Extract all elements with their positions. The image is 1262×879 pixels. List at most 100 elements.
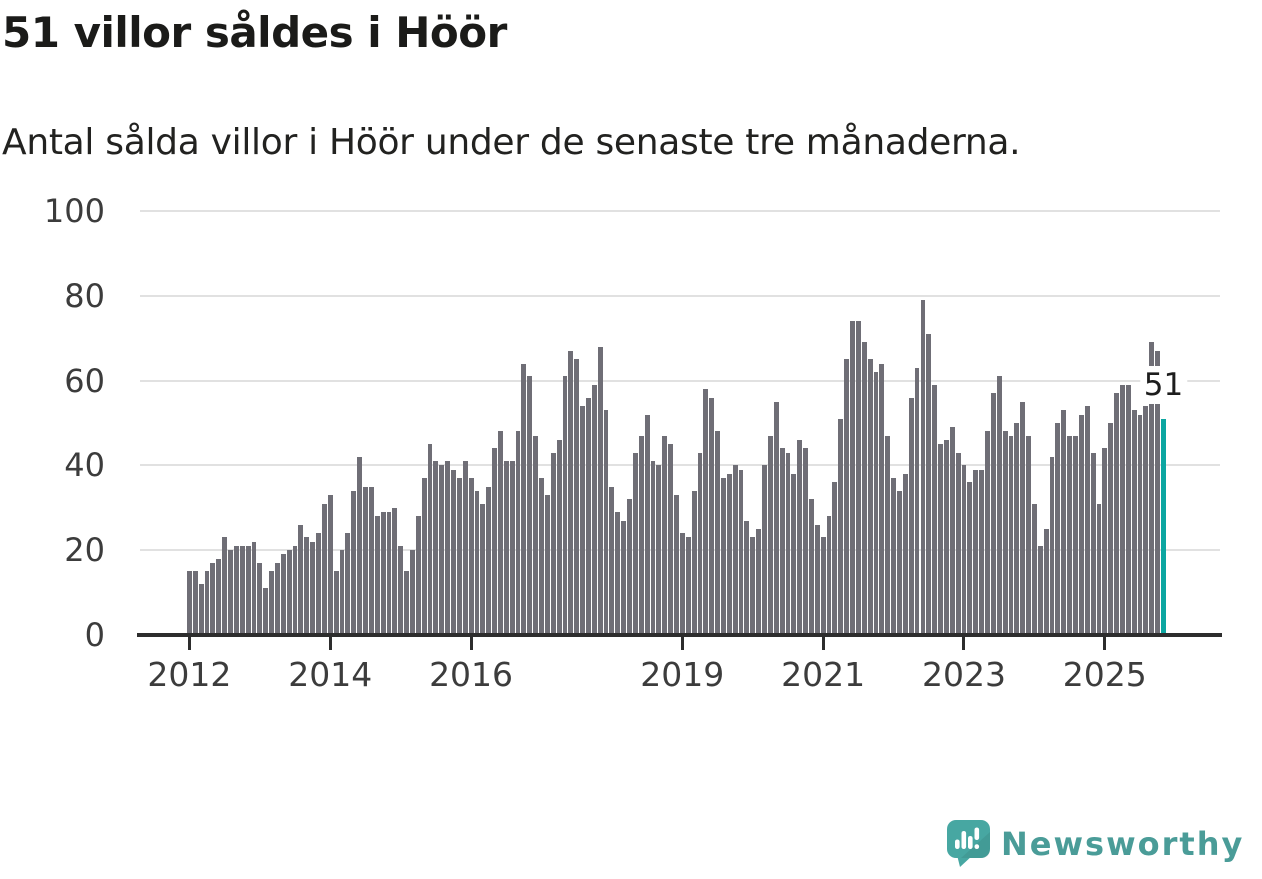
bar	[785, 452, 791, 635]
bar	[515, 431, 521, 635]
bar	[867, 359, 873, 635]
bar	[280, 554, 286, 635]
y-axis-tick-label: 0	[84, 616, 105, 654]
bar	[568, 350, 574, 635]
bar	[814, 524, 820, 635]
bar	[345, 533, 351, 635]
bar	[228, 550, 233, 635]
bar	[339, 550, 345, 635]
bar	[644, 414, 650, 635]
bar	[1108, 423, 1114, 635]
bar	[550, 452, 556, 635]
bar	[392, 507, 398, 635]
bar	[756, 529, 762, 635]
y-axis-tick-label: 80	[64, 276, 105, 315]
y-gridline	[140, 210, 1220, 212]
bar	[456, 478, 462, 635]
bar	[316, 533, 321, 635]
bar	[275, 562, 280, 635]
bar	[674, 495, 679, 635]
bar	[1120, 384, 1125, 635]
bar	[327, 495, 333, 635]
bar	[914, 367, 920, 635]
x-axis-tick-label: 2014	[288, 655, 373, 694]
bar	[902, 473, 908, 635]
bar	[691, 490, 697, 635]
bar	[468, 478, 474, 635]
bar	[943, 439, 949, 635]
bar	[574, 359, 580, 635]
bar	[803, 448, 808, 635]
bar	[967, 482, 973, 635]
bar	[1014, 423, 1020, 635]
bar	[615, 512, 621, 635]
bar	[738, 469, 744, 635]
x-axis-tickmark	[187, 637, 191, 650]
bar	[703, 389, 709, 635]
bar	[1149, 342, 1155, 635]
bar	[445, 461, 451, 635]
bar	[897, 490, 902, 635]
bar	[462, 461, 468, 635]
x-axis-tick-label: 2019	[640, 655, 725, 694]
bar	[732, 465, 738, 635]
bar	[1037, 545, 1043, 635]
highlight-value-label: 51	[1139, 365, 1188, 404]
bar	[697, 452, 703, 635]
bar	[409, 550, 415, 635]
bar	[990, 393, 996, 635]
bar	[891, 478, 897, 635]
bar	[192, 571, 198, 635]
y-axis-tick-label: 100	[43, 192, 105, 230]
bar	[820, 537, 826, 635]
bar	[873, 372, 879, 635]
bar	[685, 537, 691, 635]
bar	[709, 397, 715, 635]
bar	[627, 499, 632, 635]
bar	[1067, 435, 1073, 635]
bar	[533, 435, 539, 635]
bar	[527, 376, 533, 635]
bar	[398, 545, 404, 635]
bar	[251, 541, 257, 635]
bar	[850, 321, 855, 635]
bar	[222, 537, 228, 635]
bar	[245, 545, 251, 635]
x-axis-tick-label: 2025	[1062, 655, 1147, 694]
bar	[679, 533, 685, 635]
bar	[932, 384, 938, 635]
bar	[204, 571, 210, 635]
bar	[374, 516, 380, 635]
bar	[216, 558, 222, 635]
bar	[973, 469, 979, 635]
bar	[198, 584, 204, 635]
x-axis-tick-label: 2016	[429, 655, 514, 694]
bar	[210, 562, 216, 635]
bar	[797, 439, 803, 635]
bar	[1008, 435, 1014, 635]
page-title: 51 villor såldes i Höör	[2, 8, 507, 57]
bar	[233, 545, 239, 635]
logo-exclamation-dot	[974, 844, 980, 849]
bar	[521, 363, 527, 635]
bar	[368, 486, 374, 635]
bar	[1043, 529, 1049, 635]
x-axis-line	[137, 633, 1222, 637]
brand-footer: Newsworthy	[947, 820, 1244, 868]
bar	[1026, 435, 1031, 635]
bar	[580, 406, 585, 635]
bar	[415, 516, 421, 635]
bar	[1055, 423, 1061, 635]
bar	[292, 545, 298, 635]
bar	[498, 431, 503, 635]
bar	[1073, 435, 1078, 635]
bar	[656, 465, 662, 635]
bar	[1031, 503, 1037, 635]
bar	[1131, 410, 1137, 635]
y-axis-tick-label: 40	[64, 446, 105, 485]
bar	[556, 439, 562, 635]
bar	[591, 384, 597, 635]
bar	[363, 486, 368, 635]
bar	[855, 321, 861, 635]
